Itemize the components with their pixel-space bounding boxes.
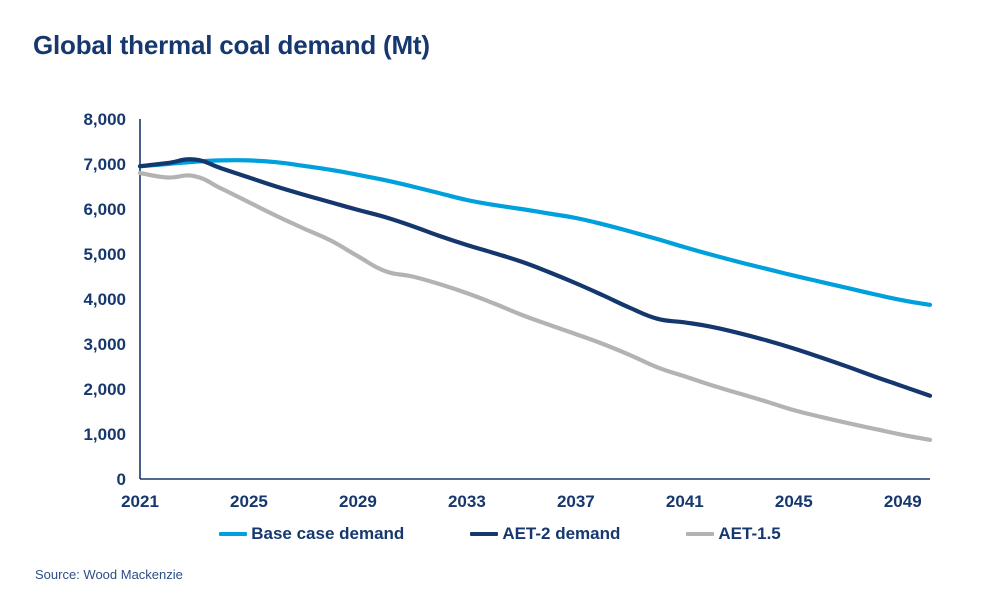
legend-swatch-icon <box>219 532 248 536</box>
y-axis-tick-labels: 8,000 7,000 6,000 5,000 4,000 3,000 2,000 1,000… <box>83 110 126 489</box>
legend-item-base-case-demand[interactable]: Base case demand <box>219 524 404 544</box>
x-axis-tick-label: 2049 <box>884 492 922 511</box>
y-axis-tick-label: 8,000 <box>83 110 126 129</box>
x-axis-tick-labels: 2021 2025 2029 2033 2037 2041 2045 2049 <box>121 492 922 511</box>
legend-item-aet-1-5[interactable]: AET-1.5 <box>686 524 781 544</box>
y-axis-tick-label: 2,000 <box>83 380 126 399</box>
y-axis-tick-label: 7,000 <box>83 155 126 174</box>
page-title: Global thermal coal demand (Mt) <box>33 30 430 60</box>
x-axis-tick-label: 2045 <box>775 492 813 511</box>
series-lines-group <box>137 157 933 442</box>
y-axis-tick-label: 4,000 <box>83 290 126 309</box>
y-axis-tick-label: 1,000 <box>83 425 126 444</box>
x-axis-tick-label: 2029 <box>339 492 377 511</box>
legend-swatch-icon <box>686 532 715 536</box>
legend-swatch-icon <box>470 532 499 536</box>
x-axis-tick-label: 2025 <box>230 492 268 511</box>
legend-item-aet-2-demand[interactable]: AET-2 demand <box>470 524 620 544</box>
series-line-aet-1-5 <box>137 170 933 442</box>
x-axis-tick-label: 2037 <box>557 492 595 511</box>
y-axis-tick-label: 5,000 <box>83 245 126 264</box>
y-axis-tick-label: 3,000 <box>83 335 126 354</box>
chart-legend: Base case demand AET-2 demand AET-1.5 <box>0 518 1000 550</box>
x-axis-tick-label: 2033 <box>448 492 486 511</box>
legend-item-label: AET-1.5 <box>718 524 781 543</box>
x-axis-tick-label: 2041 <box>666 492 704 511</box>
series-line-base-case-demand <box>137 158 933 307</box>
legend-item-label: AET-2 demand <box>502 524 621 543</box>
y-axis-tick-label: 0 <box>117 470 126 489</box>
legend-item-label: Base case demand <box>251 524 405 543</box>
source-note: Source: Wood Mackenzie <box>35 567 183 582</box>
series-line-aet-2-demand <box>137 157 933 398</box>
y-axis-tick-label: 6,000 <box>83 200 126 219</box>
x-axis-tick-label: 2021 <box>121 492 159 511</box>
